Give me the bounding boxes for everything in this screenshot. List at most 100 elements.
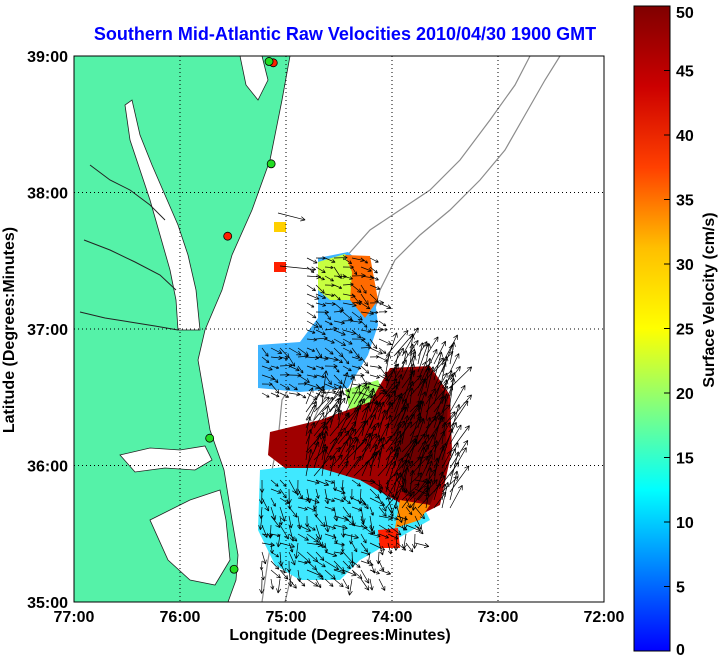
velocity-arrow: [329, 404, 339, 429]
velocity-arrow: [425, 357, 432, 389]
velocity-arrow: [306, 320, 319, 328]
velocity-arrow: [306, 365, 317, 370]
velocity-arrow: [261, 347, 269, 357]
velocity-arrow: [361, 460, 370, 477]
velocity-arrow: [433, 471, 444, 501]
velocity-arrow: [333, 497, 345, 503]
colorbar-tick-label: 25: [676, 322, 694, 339]
velocity-arrow: [305, 387, 314, 405]
velocity-arrow: [297, 354, 309, 359]
velocity-arrow: [409, 343, 415, 365]
velocity-arrow: [378, 497, 387, 512]
velocity-arrow: [369, 319, 379, 323]
velocity-arrow: [405, 488, 412, 497]
velocity-arrow: [315, 329, 326, 335]
velocity-arrow: [377, 436, 386, 469]
velocity-arrow: [270, 347, 283, 354]
potomac-river: [89, 164, 166, 221]
velocity-arrow: [315, 560, 326, 568]
colorbar-tick-label: 10: [676, 515, 694, 532]
velocity-arrows: [258, 212, 473, 596]
velocity-arrow: [333, 551, 344, 555]
velocity-arrow: [369, 578, 374, 591]
velocity-arrow: [305, 388, 323, 413]
velocity-arrow: [279, 392, 290, 398]
velocity-arrow: [345, 421, 357, 437]
colorbar-ticks: 0 5 10 15 20 25 30 35 40 45 50: [664, 5, 694, 659]
velocity-arrow: [449, 377, 456, 405]
velocity-arrow: [345, 438, 368, 461]
velocity-arrow: [393, 422, 402, 453]
velocity-arrow: [417, 454, 433, 485]
velocity-arrow: [261, 569, 265, 581]
velocity-arrow: [337, 412, 350, 437]
velocity-arrow: [337, 428, 357, 453]
velocity-arrow: [393, 421, 413, 445]
velocity-arrow: [449, 384, 466, 413]
velocity-arrow: [345, 385, 360, 413]
map-grid: [74, 56, 604, 602]
velocity-arrow: [270, 506, 277, 521]
velocity-arrow: [306, 347, 316, 352]
velocity-arrow: [433, 415, 443, 445]
colorbar-tick-label: 35: [676, 193, 694, 210]
velocity-arrow: [305, 401, 317, 421]
velocity-arrow: [425, 460, 433, 477]
velocity-arrow: [342, 533, 359, 540]
velocity-arrow: [342, 257, 353, 265]
velocity-arrow: [315, 578, 322, 589]
x-tick-label: 72:00: [584, 609, 625, 626]
velocity-arrow: [360, 266, 372, 272]
velocity-arrow: [306, 293, 320, 300]
x-tick-label: 74:00: [372, 609, 413, 626]
x-axis-label: Longitude (Degrees:Minutes): [229, 627, 450, 644]
velocity-arrow: [313, 435, 326, 469]
velocity-arrow: [349, 533, 354, 545]
velocity-arrow: [340, 479, 345, 491]
velocity-arrow: [360, 293, 369, 306]
plot-frame: [73, 55, 605, 603]
velocity-arrow: [333, 356, 343, 364]
velocity-arrow: [351, 329, 362, 339]
velocity-arrow: [449, 484, 463, 509]
velocity-arrow: [369, 310, 379, 315]
velocity-arrow: [385, 353, 392, 373]
velocity-arrow: [378, 524, 391, 533]
velocity-arrow: [261, 542, 275, 547]
velocity-arrow: [369, 443, 378, 477]
velocity-arrow: [353, 398, 364, 429]
delaware-bay: [239, 56, 269, 101]
velocity-arrow: [350, 551, 356, 568]
velocity-arrow: [401, 483, 420, 501]
velocity-arrow: [297, 497, 310, 502]
velocity-arrow: [369, 338, 378, 350]
velocity-arrow: [315, 293, 327, 299]
velocity-arrow: [369, 393, 377, 413]
velocity-arrow: [306, 506, 316, 512]
velocity-arrow: [377, 422, 390, 445]
velocity-arrow: [315, 551, 325, 561]
velocity-arrow: [279, 524, 289, 540]
velocity-arrow: [433, 380, 443, 405]
velocity-arrow: [337, 372, 349, 405]
velocity-arrow: [270, 551, 280, 558]
velocity-arrow: [378, 533, 389, 539]
velocity-arrow: [441, 370, 453, 397]
velocity-arrow: [306, 311, 317, 319]
velocity-arrow: [329, 427, 346, 453]
velocity-arrow: [360, 320, 368, 328]
velocity-arrow: [360, 338, 370, 347]
velocity-arrow: [393, 435, 403, 461]
velocity-arrow: [333, 347, 344, 358]
velocity-arrow: [360, 356, 369, 367]
velocity-arrow: [270, 569, 281, 579]
velocity-arrow: [321, 430, 329, 453]
colorbar: 0 5 10 15 20 25 30 35 40 45 50 Surface Velocity (c…: [633, 5, 718, 659]
velocity-arrow: [297, 382, 308, 386]
velocity-arrow: [409, 412, 422, 445]
velocity-arrow: [270, 479, 279, 487]
velocity-arrow: [288, 533, 298, 542]
velocity-arrow: [324, 383, 338, 390]
velocity-arrow: [315, 320, 322, 329]
velocity-arrow: [345, 375, 356, 405]
